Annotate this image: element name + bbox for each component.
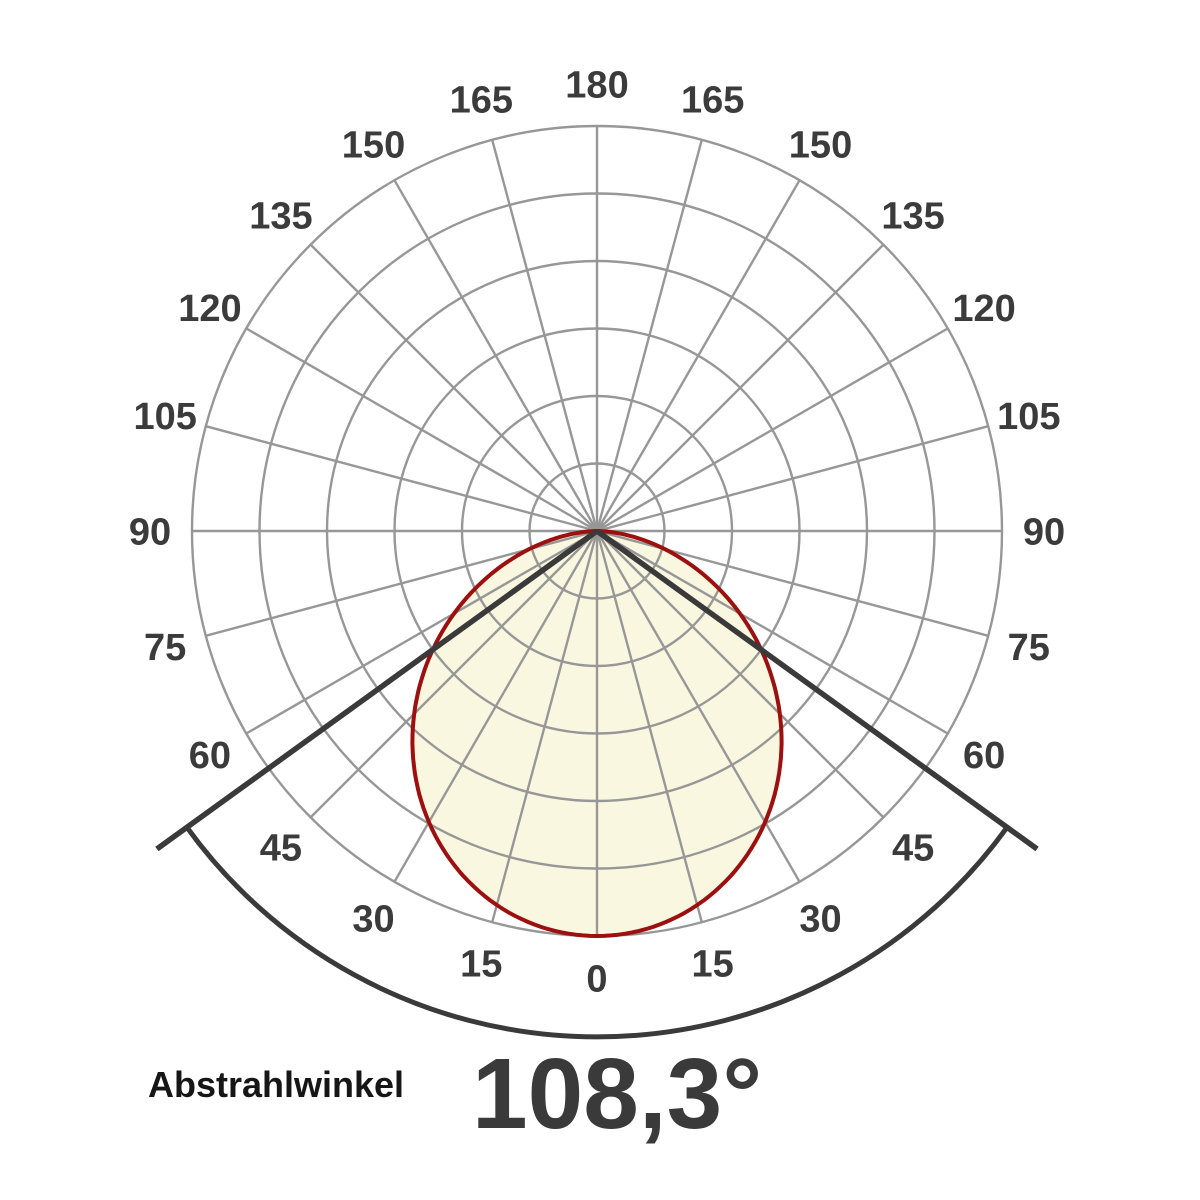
grid-radial-line: [596, 530, 885, 819]
angle-label: 165: [681, 80, 744, 122]
angle-label: 165: [450, 80, 513, 122]
angle-label: 30: [352, 899, 394, 941]
grid-radial-line: [595, 139, 703, 532]
grid-radial-line: [596, 425, 989, 533]
angle-label: 60: [189, 735, 231, 777]
grid-radial-line: [309, 243, 598, 532]
angle-label: 180: [565, 65, 628, 107]
angle-label: 105: [997, 396, 1060, 438]
angle-label: 120: [178, 288, 241, 330]
angle-label: 75: [144, 627, 186, 669]
angle-label: 120: [952, 288, 1015, 330]
angle-label: 75: [1008, 627, 1050, 669]
angle-label: 90: [1023, 512, 1065, 554]
angle-label: 0: [586, 959, 607, 1001]
angle-label: 30: [799, 899, 841, 941]
grid-radial-line: [491, 139, 599, 532]
beam-angle-line-right: [595, 528, 1039, 852]
beam-angle-line-left: [155, 528, 599, 852]
grid-radial-line: [596, 327, 949, 533]
grid-radial-line: [393, 179, 599, 532]
grid-radial-line: [596, 243, 885, 532]
grid-radial-line: [595, 530, 703, 923]
grid-radial-line: [596, 529, 949, 735]
intensity-lobe-outline: [410, 529, 784, 938]
grid-radial-line: [491, 530, 599, 923]
angle-label: 90: [129, 512, 171, 554]
angle-label: 15: [460, 943, 502, 985]
angle-label: 135: [881, 195, 944, 237]
grid-radial-line: [205, 425, 598, 533]
angle-label: 15: [692, 943, 734, 985]
beam-angle-caption-label: Abstrahlwinkel: [148, 1064, 405, 1105]
angle-label: 45: [892, 828, 934, 870]
grid-radial-line: [245, 529, 598, 735]
angle-label: 150: [342, 124, 405, 166]
angle-label: 150: [789, 124, 852, 166]
grid-radial-line: [245, 327, 598, 533]
grid-radial-line: [309, 530, 598, 819]
angle-label: 60: [963, 735, 1005, 777]
angle-label: 135: [249, 195, 312, 237]
beam-angle-arc: [184, 825, 1010, 1040]
angle-label: 45: [260, 828, 302, 870]
grid-radial-line: [595, 179, 801, 532]
angle-label: 105: [133, 396, 196, 438]
beam-angle-value: 108,3°: [472, 1038, 763, 1150]
